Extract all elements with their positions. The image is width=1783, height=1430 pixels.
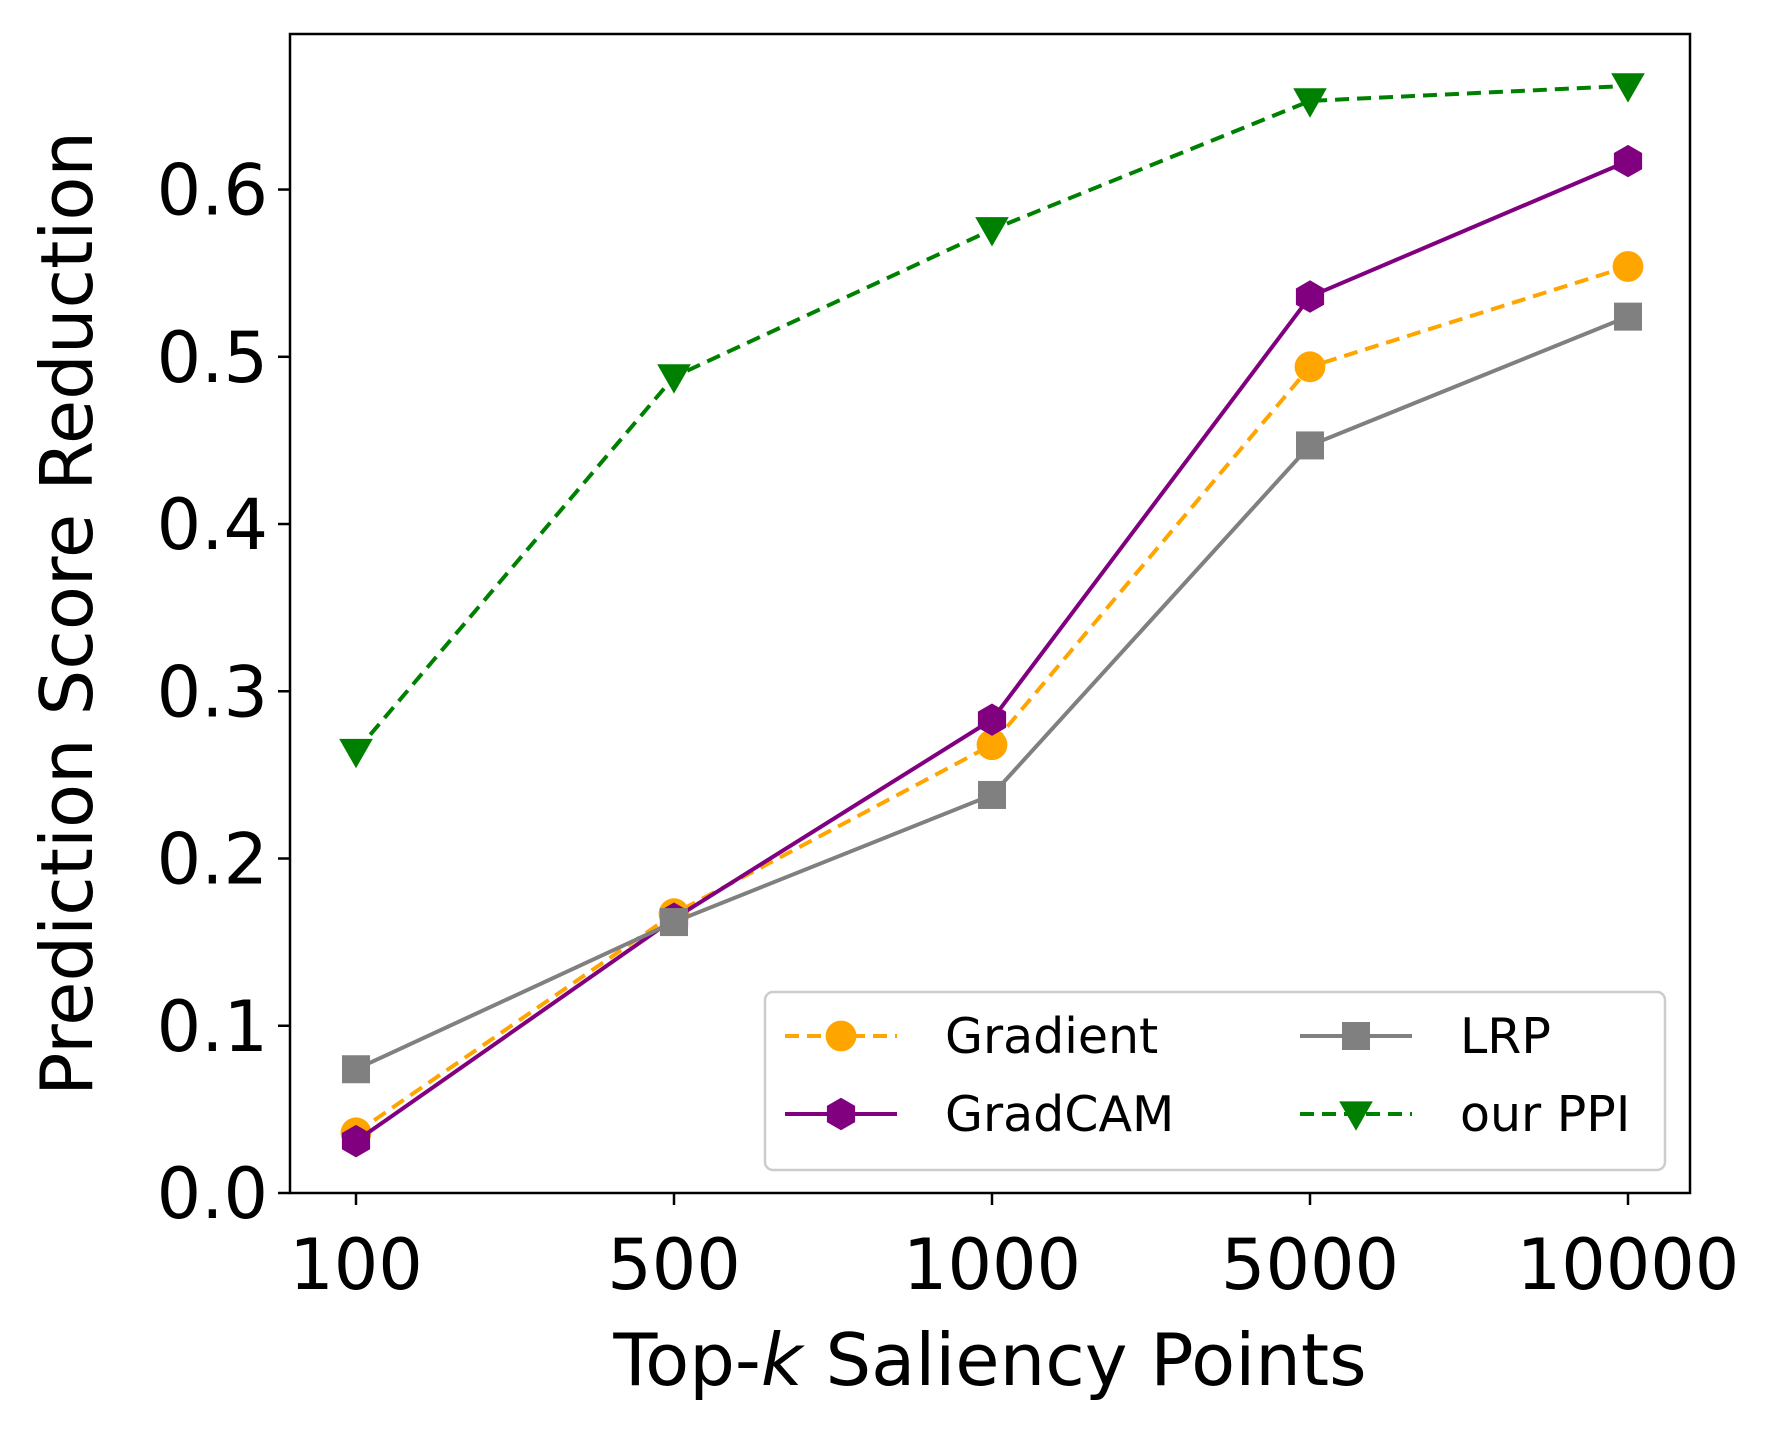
- y-tick-label: 0.5: [157, 317, 268, 399]
- plot-frame: [288, 32, 1692, 1195]
- series-line: [355, 314, 1629, 1072]
- x-tick-label: 10000: [1517, 1224, 1740, 1306]
- x-tick-label: 1000: [903, 1224, 1081, 1306]
- data-point: [1613, 144, 1643, 178]
- series-line: [354, 83, 1629, 753]
- data-point: [975, 217, 1009, 247]
- data-point: [1614, 302, 1642, 331]
- legend-marker: [1342, 1022, 1370, 1050]
- data-point: [978, 780, 1006, 809]
- x-tick-label: 5000: [1221, 1224, 1399, 1306]
- legend: Gradient LRP GradCAM our PPI: [763, 990, 1667, 1172]
- data-point: [341, 1124, 371, 1158]
- data-point: [977, 703, 1007, 736]
- data-point: [1612, 251, 1644, 282]
- y-tick-label: 0.1: [157, 986, 268, 1068]
- data-point: [1611, 73, 1645, 103]
- legend-marker: [826, 1097, 856, 1131]
- legend-item: LRP: [1300, 1008, 1551, 1065]
- data-point: [976, 729, 1008, 761]
- y-tick-label: 0.4: [157, 484, 268, 566]
- data-point: [342, 1055, 370, 1084]
- data-point: [657, 364, 691, 394]
- data-point: [1296, 431, 1324, 460]
- legend-marker: [1339, 1101, 1373, 1131]
- legend-item: Gradient: [785, 1008, 1158, 1065]
- data-point: [1294, 351, 1326, 383]
- y-tick-label: 0.2: [157, 819, 268, 901]
- x-tick-label: 500: [607, 1224, 741, 1306]
- series-our-ppi: [339, 73, 1645, 769]
- data-point: [1293, 88, 1327, 118]
- series-layer: [339, 73, 1645, 1158]
- x-axis-title-italic: k: [761, 1318, 806, 1402]
- legend-label: LRP: [1460, 1008, 1551, 1065]
- data-point: [339, 738, 373, 769]
- x-axis-title: Top-k Saliency Points: [612, 1318, 1366, 1402]
- y-tick-label: 0.0: [157, 1153, 268, 1235]
- x-axis-title-prefix: Top-: [612, 1318, 760, 1402]
- legend-marker: [825, 1020, 857, 1052]
- series-lrp: [342, 302, 1642, 1084]
- axis-ticks: 100 500 1000 5000 10000 0.0 0.1 0.2 0.3 0.4 0.5 0.6: [157, 150, 1740, 1306]
- legend-label: GradCAM: [945, 1086, 1174, 1143]
- x-tick-label: 100: [289, 1224, 423, 1306]
- data-point: [660, 908, 688, 937]
- y-tick-label: 0.6: [157, 150, 268, 232]
- series-line: [354, 264, 1629, 1135]
- legend-label: our PPI: [1460, 1086, 1630, 1143]
- y-tick-label: 0.3: [157, 651, 268, 733]
- data-point: [1295, 280, 1325, 313]
- legend-item: GradCAM: [785, 1086, 1174, 1143]
- legend-item: our PPI: [1300, 1086, 1630, 1143]
- legend-box: [763, 990, 1667, 1172]
- x-axis-title-suffix: Saliency Points: [803, 1318, 1367, 1402]
- legend-label: Gradient: [945, 1008, 1158, 1065]
- y-axis-title: Prediction Score Reduction: [25, 131, 109, 1096]
